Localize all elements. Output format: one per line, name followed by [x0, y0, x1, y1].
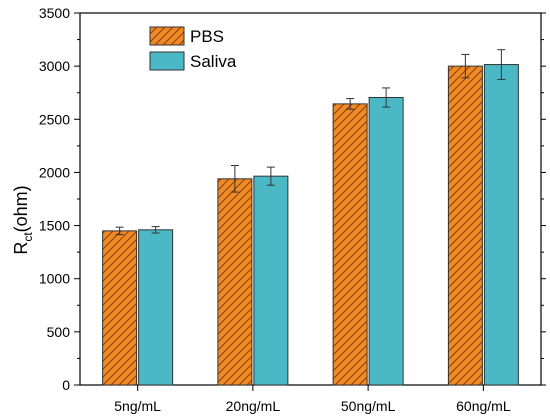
y-tick-label: 500 [47, 324, 71, 340]
y-tick-label: 2500 [39, 111, 70, 127]
y-axis-title-subscript: ct [21, 232, 35, 242]
x-tick-label: 60ng/mL [456, 398, 511, 414]
bar-pbs [332, 103, 368, 386]
y-tick-label: 1500 [39, 218, 70, 234]
y-axis-title-main: R [11, 242, 31, 255]
legend-label-pbs: PBS [190, 27, 224, 46]
y-tick-label: 2000 [39, 164, 70, 180]
x-tick-label: 20ng/mL [226, 398, 281, 414]
bar-pbs [217, 178, 253, 386]
y-tick-label: 3500 [39, 5, 70, 21]
y-axis-title-unit: (ohm) [11, 185, 31, 232]
svg-text:Rct(ohm): Rct(ohm) [11, 185, 35, 254]
bar-pbs [102, 230, 138, 386]
y-tick-label: 0 [62, 377, 70, 393]
legend-swatch-saliva [149, 51, 185, 71]
x-tick-label: 50ng/mL [341, 398, 396, 414]
y-axis-title: Rct(ohm) [11, 185, 35, 254]
legend: PBS Saliva [149, 26, 237, 71]
bar-pbs [447, 65, 483, 386]
bar-saliva [253, 175, 289, 386]
y-tick-label: 3000 [39, 58, 70, 74]
plot-area: 0 500 1000 1500 2000 2500 3000 3500 5ng/mL 20ng/m… [39, 5, 546, 414]
legend-swatch-pbs [149, 26, 185, 46]
bar-saliva [483, 64, 519, 386]
bar-saliva [368, 96, 404, 386]
bar-saliva [138, 229, 174, 386]
y-tick-label: 1000 [39, 271, 70, 287]
x-tick-label: 5ng/mL [114, 398, 161, 414]
legend-label-saliva: Saliva [190, 52, 237, 71]
